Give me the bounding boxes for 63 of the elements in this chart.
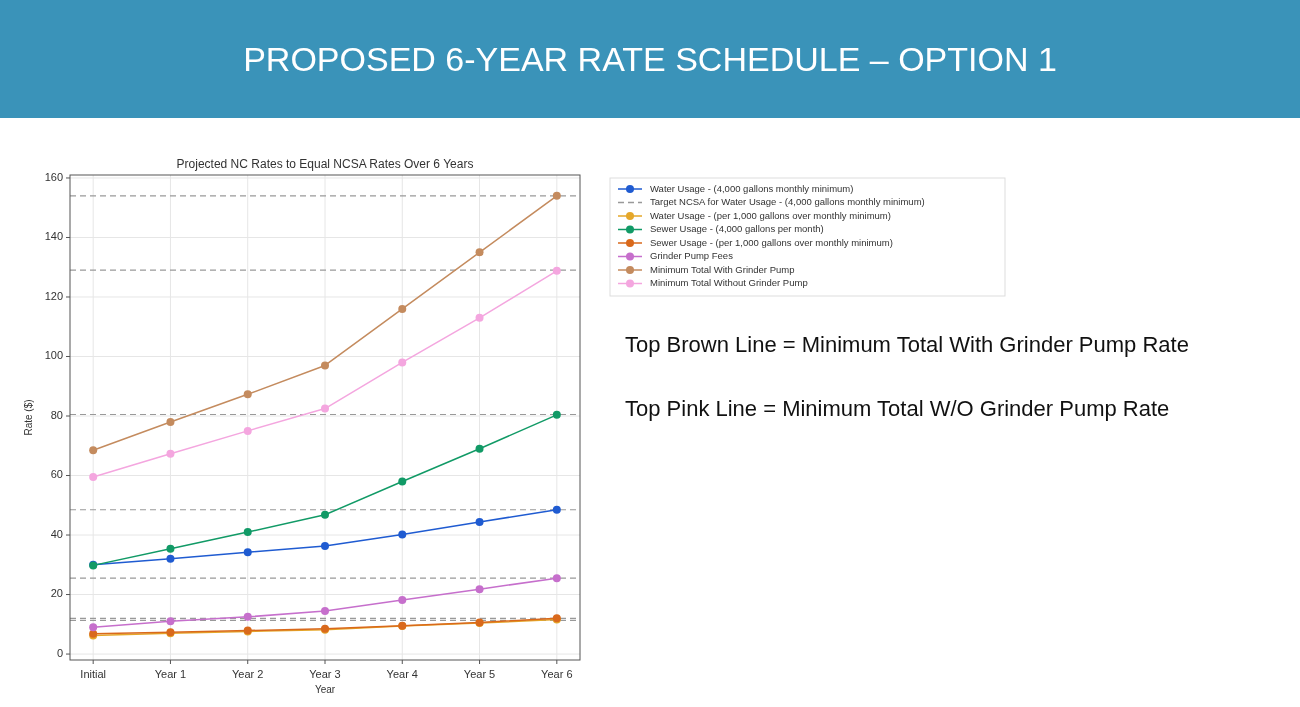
point [166,449,175,458]
y-tick-label: 100 [44,349,63,362]
y-tick-label: 120 [44,289,63,302]
point [475,585,484,594]
x-tick-label: Year 4 [386,668,418,680]
y-tick-label: 140 [44,230,63,243]
y-axis-title: Rate ($) [23,399,34,436]
legend-label: Minimum Total With Grinder Pump [650,263,795,275]
point [166,544,175,553]
point [243,426,252,435]
point [89,446,98,455]
x-tick-label: Year 2 [232,668,264,680]
legend-label: Grinder Pump Fees [650,250,734,262]
y-tick-label: 80 [50,408,63,421]
point [475,313,484,322]
point [89,473,98,482]
y-tick-label: 160 [44,170,63,183]
text: Top Pink Line = Minimum Total W/O Grinder Pump Rate [625,396,1170,421]
point [552,266,561,275]
point [166,417,175,426]
point [243,390,252,399]
point [398,477,407,486]
point [243,612,252,621]
point [321,542,329,551]
y-tick-label: 20 [50,587,63,600]
legend-label: Water Usage - (4,000 gallons monthly minimum) [650,182,854,194]
y-tick-label: 40 [50,527,63,540]
point [475,248,484,257]
legend-label: Sewer Usage - (per 1,000 gallons over monthly minimum) [650,236,893,248]
text: Top Brown Line = Minimum Total With Grinder Pump Rate [625,332,1189,357]
y-tick-label: 0 [56,646,63,659]
x-tick-label: Initial [80,668,107,680]
point [166,617,175,626]
x-tick-label: Year 6 [541,668,573,680]
point [552,574,561,583]
point [89,623,98,632]
point [398,595,407,604]
point [552,505,561,514]
y-tick-label: 60 [50,468,63,481]
text: PROPOSED 6-YEAR RATE SCHEDULE – OPTION 1 [243,39,1057,78]
point [321,361,329,370]
point [475,517,484,526]
point [475,444,484,453]
legend-label: Target NCSA for Water Usage - (4,000 gallons monthly minimum) [650,196,925,208]
point [552,410,561,419]
legend-label: Water Usage - (per 1,000 gallons over monthly minimum) [650,209,891,221]
point [321,404,329,413]
chart-subtitle: Projected NC Rates to Equal NCSA Rates Over 6 Years [176,157,474,171]
point [321,510,329,519]
point [166,554,175,563]
point [243,548,252,557]
x-tick-label: Year 3 [309,668,341,680]
point [398,304,407,313]
point [552,191,561,200]
point [398,358,407,367]
legend-label: Sewer Usage - (4,000 gallons per month) [650,223,824,235]
point [398,530,407,539]
x-tick-label: Year 1 [154,668,187,680]
point [321,606,329,615]
x-axis-title: Year [314,684,336,695]
x-tick-label: Year 5 [463,668,496,680]
legend-label: Minimum Total Without Grinder Pump [650,277,808,289]
point [243,528,252,537]
